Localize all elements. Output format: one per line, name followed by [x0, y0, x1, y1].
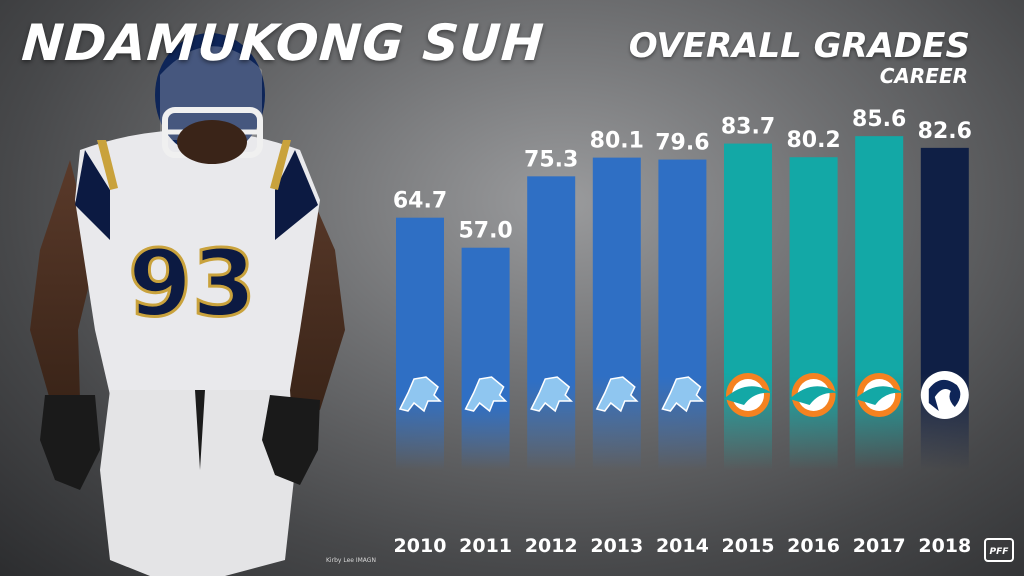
lions-logo-icon — [464, 376, 508, 413]
svg-text:93: 93 — [128, 230, 256, 337]
lions-logo-icon — [595, 376, 639, 413]
pff-logo-icon: PFF — [984, 538, 1014, 562]
lions-logo-icon — [398, 376, 442, 413]
lions-logo-icon — [530, 376, 574, 413]
bar-value-label: 64.7 — [393, 189, 447, 214]
x-tick-label: 2010 — [394, 535, 447, 557]
bar-2016 — [789, 157, 838, 470]
bar-value-label: 80.1 — [590, 129, 644, 154]
bar-value-label: 57.0 — [458, 219, 512, 244]
chart-title: OVERALL GRADES — [628, 26, 970, 66]
bar-2017 — [855, 136, 904, 470]
bar-value-label: 83.7 — [721, 115, 775, 140]
dolphins-logo-icon — [724, 373, 772, 417]
bar-2014 — [658, 159, 707, 470]
x-tick-label: 2017 — [853, 535, 906, 557]
x-tick-label: 2016 — [787, 535, 840, 557]
bar-value-label: 85.6 — [852, 107, 906, 132]
x-tick-label: 2013 — [590, 535, 643, 557]
dolphins-logo-icon — [789, 373, 838, 417]
bar-value-label: 75.3 — [524, 147, 578, 172]
chart-subtitle: CAREER — [879, 64, 968, 88]
bar-value-label: 80.2 — [786, 128, 840, 153]
x-tick-label: 2011 — [459, 535, 512, 557]
bar-2015 — [724, 143, 772, 470]
x-tick-label: 2014 — [656, 535, 709, 557]
bar-2018 — [920, 147, 969, 471]
bar-2013 — [592, 157, 641, 471]
x-tick-label: 2012 — [525, 535, 578, 557]
dolphins-logo-icon — [855, 373, 904, 417]
bar-2011 — [461, 247, 510, 470]
photo-credit: Kirby Lee IMAGN — [326, 557, 376, 564]
x-tick-label: 2015 — [722, 535, 775, 557]
bar-value-label: 82.6 — [918, 119, 972, 144]
bar-2012 — [527, 176, 576, 470]
lions-logo-icon — [661, 376, 705, 413]
bar-value-label: 79.6 — [655, 131, 709, 156]
x-tick-label: 2018 — [918, 535, 971, 557]
bar-2010 — [396, 217, 444, 470]
rams-logo-icon — [920, 371, 969, 419]
